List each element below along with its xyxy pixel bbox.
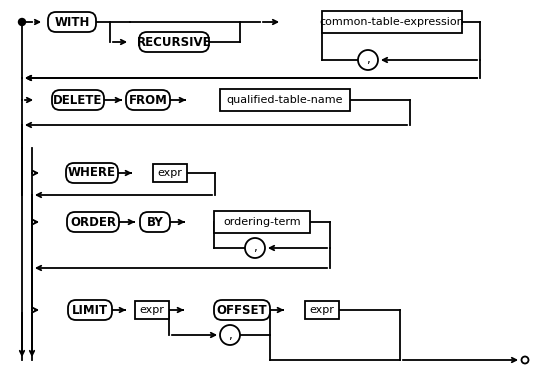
- Text: WITH: WITH: [54, 16, 90, 29]
- Bar: [214, 211, 310, 233]
- Circle shape: [220, 325, 240, 345]
- FancyBboxPatch shape: [68, 300, 112, 320]
- Text: ,: ,: [228, 328, 232, 341]
- Text: ,: ,: [253, 242, 257, 255]
- FancyBboxPatch shape: [140, 212, 170, 232]
- Text: qualified-table-name: qualified-table-name: [227, 95, 343, 105]
- Text: FROM: FROM: [129, 93, 167, 106]
- Text: expr: expr: [310, 305, 334, 315]
- Circle shape: [358, 50, 378, 70]
- FancyBboxPatch shape: [48, 12, 96, 32]
- FancyBboxPatch shape: [126, 90, 170, 110]
- Circle shape: [521, 357, 529, 364]
- Text: expr: expr: [157, 168, 183, 178]
- Text: DELETE: DELETE: [53, 93, 103, 106]
- FancyBboxPatch shape: [66, 163, 118, 183]
- FancyBboxPatch shape: [214, 300, 270, 320]
- Text: ordering-term: ordering-term: [223, 217, 301, 227]
- Text: LIMIT: LIMIT: [72, 303, 108, 316]
- Text: expr: expr: [140, 305, 164, 315]
- Bar: [322, 11, 462, 33]
- Text: WHERE: WHERE: [68, 167, 116, 179]
- Text: common-table-expression: common-table-expression: [320, 17, 464, 27]
- Bar: [220, 89, 350, 111]
- FancyBboxPatch shape: [52, 90, 104, 110]
- Text: BY: BY: [147, 215, 163, 228]
- Bar: [305, 301, 339, 319]
- Circle shape: [245, 238, 265, 258]
- FancyBboxPatch shape: [67, 212, 119, 232]
- Text: ORDER: ORDER: [70, 215, 116, 228]
- Text: RECURSIVE: RECURSIVE: [137, 36, 211, 48]
- FancyBboxPatch shape: [139, 32, 209, 52]
- Text: ,: ,: [366, 54, 370, 66]
- Circle shape: [19, 18, 25, 25]
- Text: OFFSET: OFFSET: [217, 303, 267, 316]
- Bar: [135, 301, 169, 319]
- Bar: [153, 164, 187, 182]
